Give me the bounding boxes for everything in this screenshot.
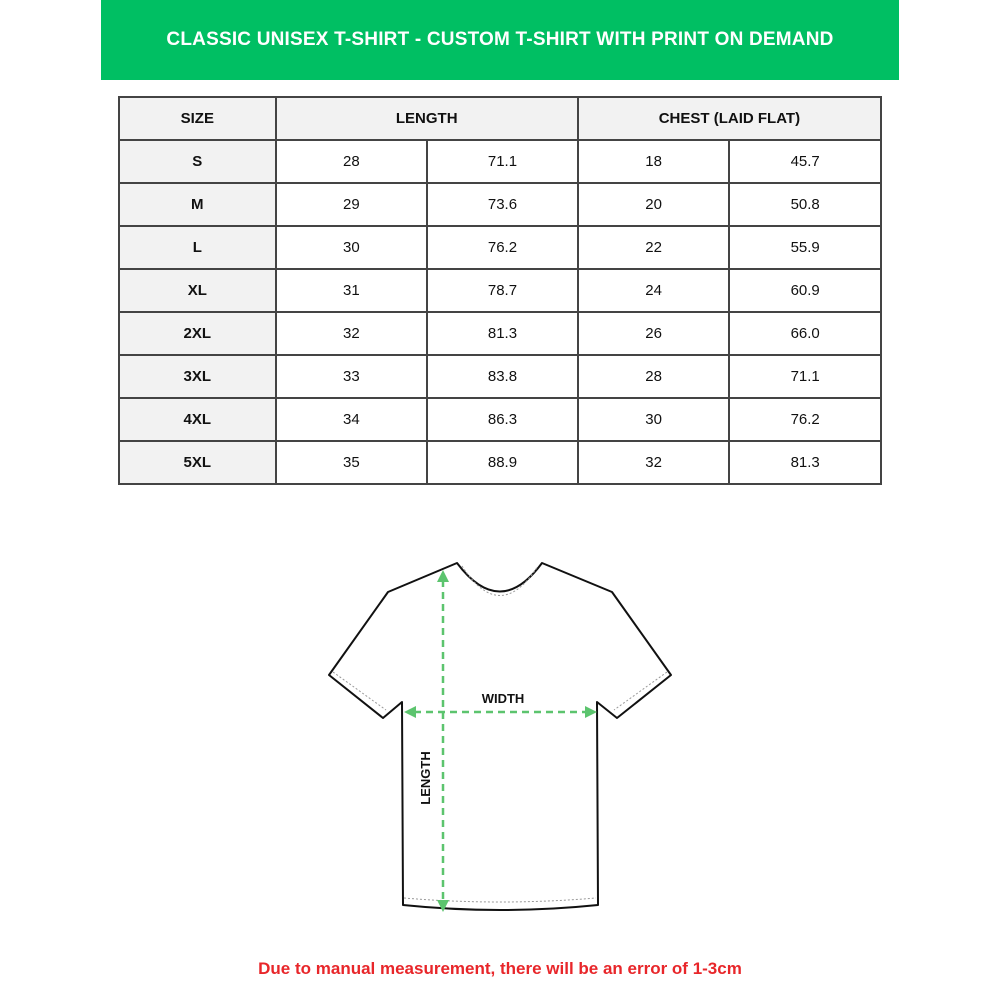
- length-in-cell: 34: [274, 397, 429, 442]
- table-header-row: SIZE LENGTH CHEST (LAID FLAT): [118, 96, 883, 141]
- arrow-left-icon: [404, 706, 416, 718]
- header-size: SIZE: [118, 96, 277, 141]
- length-cm-cell: 76.2: [426, 225, 579, 270]
- chest-in-cell: 22: [576, 225, 731, 270]
- chest-cm-cell: 71.1: [728, 354, 882, 399]
- title-banner: CLASSIC UNISEX T-SHIRT - CUSTOM T-SHIRT …: [101, 0, 899, 80]
- length-in-cell: 33: [274, 354, 429, 399]
- length-in-cell: 32: [274, 311, 429, 356]
- length-label: LENGTH: [418, 751, 433, 804]
- page-title: CLASSIC UNISEX T-SHIRT - CUSTOM T-SHIRT …: [166, 29, 834, 50]
- length-cm-cell: 78.7: [426, 268, 579, 313]
- length-cm-cell: 83.8: [426, 354, 579, 399]
- arrow-up-icon: [437, 570, 449, 582]
- arrow-right-icon: [585, 706, 597, 718]
- chest-in-cell: 28: [576, 354, 731, 399]
- table-row: 2XL 32 81.3 26 66.0: [118, 311, 882, 356]
- length-in-cell: 35: [274, 440, 429, 485]
- length-cm-cell: 73.6: [426, 182, 579, 227]
- length-cm-cell: 86.3: [426, 397, 579, 442]
- arrow-down-icon: [437, 900, 449, 912]
- chest-cm-cell: 60.9: [728, 268, 882, 313]
- header-chest: CHEST (LAID FLAT): [576, 96, 883, 141]
- chest-cm-cell: 76.2: [728, 397, 882, 442]
- chest-in-cell: 30: [576, 397, 731, 442]
- size-cell: S: [118, 139, 277, 184]
- chest-in-cell: 26: [576, 311, 731, 356]
- size-table: SIZE LENGTH CHEST (LAID FLAT) S 28 71.1 18 4…: [118, 96, 883, 485]
- chest-in-cell: 24: [576, 268, 731, 313]
- length-in-cell: 31: [274, 268, 429, 313]
- length-cm-cell: 71.1: [426, 139, 579, 184]
- tshirt-outline: [328, 562, 672, 911]
- table-row: M 29 73.6 20 50.8: [118, 182, 882, 227]
- size-cell: L: [118, 225, 277, 270]
- size-cell: 3XL: [118, 354, 277, 399]
- header-length: LENGTH: [274, 96, 579, 141]
- width-label: WIDTH: [482, 691, 525, 706]
- chest-cm-cell: 55.9: [728, 225, 882, 270]
- size-cell: 5XL: [118, 440, 277, 485]
- measure-arrows: [414, 580, 588, 902]
- measurement-note: Due to manual measurement, there will be…: [258, 959, 742, 978]
- chest-in-cell: 20: [576, 182, 731, 227]
- chest-cm-cell: 81.3: [728, 440, 882, 485]
- table-row: 3XL 33 83.8 28 71.1: [118, 354, 882, 399]
- length-cm-cell: 81.3: [426, 311, 579, 356]
- table-row: 5XL 35 88.9 32 81.3: [118, 440, 882, 485]
- length-cm-cell: 88.9: [426, 440, 579, 485]
- chest-cm-cell: 45.7: [728, 139, 882, 184]
- length-in-cell: 28: [274, 139, 429, 184]
- length-in-cell: 29: [274, 182, 429, 227]
- chest-in-cell: 18: [576, 139, 731, 184]
- chest-cm-cell: 50.8: [728, 182, 882, 227]
- size-cell: M: [118, 182, 277, 227]
- size-cell: XL: [118, 268, 277, 313]
- table-row: 4XL 34 86.3 30 76.2: [118, 397, 882, 442]
- size-cell: 4XL: [118, 397, 277, 442]
- table-row: S 28 71.1 18 45.7: [118, 139, 882, 184]
- arrow-heads: [404, 570, 597, 912]
- tshirt-stitching: [332, 565, 668, 903]
- length-in-cell: 30: [274, 225, 429, 270]
- chest-cm-cell: 66.0: [728, 311, 882, 356]
- table-row: XL 31 78.7 24 60.9: [118, 268, 882, 313]
- chest-in-cell: 32: [576, 440, 731, 485]
- size-cell: 2XL: [118, 311, 277, 356]
- table-row: L 30 76.2 22 55.9: [118, 225, 882, 270]
